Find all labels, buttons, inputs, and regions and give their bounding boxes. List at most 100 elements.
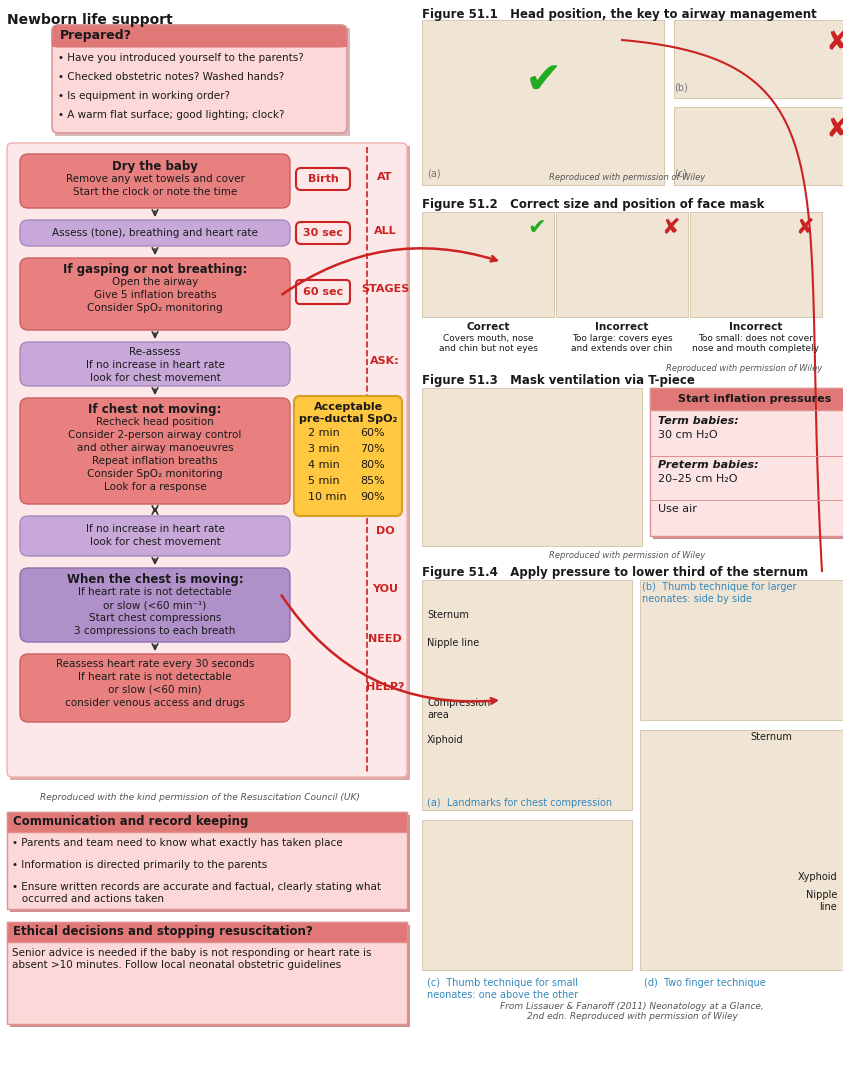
- Bar: [422, 821, 632, 970]
- Text: Compression
area: Compression area: [427, 698, 491, 720]
- Text: If heart rate is not detectable: If heart rate is not detectable: [78, 672, 232, 682]
- FancyBboxPatch shape: [52, 25, 347, 133]
- FancyBboxPatch shape: [296, 168, 350, 190]
- Text: Look for a response: Look for a response: [104, 482, 207, 492]
- Text: Senior advice is needed if the baby is not responding or heart rate is
absent >1: Senior advice is needed if the baby is n…: [12, 948, 372, 970]
- Text: Term babies:: Term babies:: [658, 416, 738, 426]
- Text: Reproduced with the kind permission of the Resuscitation Council (UK): Reproduced with the kind permission of t…: [40, 793, 360, 802]
- Text: • Is equipment in working order?: • Is equipment in working order?: [58, 91, 230, 101]
- Text: Newborn life support: Newborn life support: [7, 13, 173, 27]
- Text: (d)  Two finger technique: (d) Two finger technique: [644, 978, 765, 988]
- Bar: [7, 812, 407, 909]
- Text: Figure 51.3   Mask ventilation via T-piece: Figure 51.3 Mask ventilation via T-piece: [422, 374, 695, 387]
- Text: Reproduced with permission of Wiley: Reproduced with permission of Wiley: [549, 173, 705, 182]
- Text: • A warm flat surface; good lighting; clock?: • A warm flat surface; good lighting; cl…: [58, 110, 284, 120]
- Text: Birth: Birth: [308, 174, 338, 184]
- FancyBboxPatch shape: [20, 154, 290, 208]
- Bar: [650, 388, 843, 410]
- Text: • Ensure written records are accurate and factual, clearly stating what
   occur: • Ensure written records are accurate an…: [12, 882, 381, 903]
- Bar: [653, 391, 843, 539]
- Bar: [640, 580, 843, 720]
- Text: Start inflation pressures: Start inflation pressures: [679, 394, 832, 404]
- Text: Dry the baby: Dry the baby: [112, 160, 198, 173]
- Text: Figure 51.2   Correct size and position of face mask: Figure 51.2 Correct size and position of…: [422, 198, 765, 211]
- Bar: [10, 146, 410, 780]
- Text: or slow (<60 min⁻¹): or slow (<60 min⁻¹): [104, 600, 207, 610]
- Bar: [422, 20, 664, 185]
- Text: 2 min: 2 min: [308, 429, 340, 438]
- Text: (b)  Thumb technique for larger
neonates: side by side: (b) Thumb technique for larger neonates:…: [642, 582, 797, 604]
- FancyBboxPatch shape: [20, 516, 290, 556]
- FancyBboxPatch shape: [296, 280, 350, 304]
- Text: NEED: NEED: [368, 634, 402, 644]
- Text: ✘: ✘: [796, 218, 814, 238]
- Text: 30 cm H₂O: 30 cm H₂O: [658, 430, 717, 440]
- Text: Acceptable: Acceptable: [314, 402, 383, 412]
- Text: pre-ductal SpO₂: pre-ductal SpO₂: [298, 413, 397, 424]
- Text: YOU: YOU: [372, 584, 398, 594]
- Text: Repeat inflation breaths: Repeat inflation breaths: [92, 456, 217, 466]
- Text: • Checked obstetric notes? Washed hands?: • Checked obstetric notes? Washed hands?: [58, 72, 284, 82]
- FancyBboxPatch shape: [20, 258, 290, 330]
- Text: consider venous access and drugs: consider venous access and drugs: [65, 698, 245, 708]
- Bar: [674, 107, 843, 185]
- Bar: [52, 39, 347, 47]
- Bar: [7, 812, 407, 832]
- FancyBboxPatch shape: [20, 398, 290, 504]
- Text: Reassess heart rate every 30 seconds: Reassess heart rate every 30 seconds: [56, 659, 255, 669]
- Text: (a)  Landmarks for chest compression: (a) Landmarks for chest compression: [427, 798, 612, 808]
- Bar: [55, 28, 350, 136]
- Text: 5 min: 5 min: [308, 476, 340, 487]
- Text: Communication and record keeping: Communication and record keeping: [13, 815, 249, 828]
- FancyBboxPatch shape: [20, 568, 290, 642]
- Text: ✘: ✘: [662, 218, 680, 238]
- Text: ✔: ✔: [528, 218, 546, 238]
- Text: Xyphoid: Xyphoid: [797, 872, 837, 882]
- FancyBboxPatch shape: [7, 143, 407, 777]
- Text: HELP?: HELP?: [366, 682, 405, 692]
- Text: (b): (b): [674, 82, 688, 92]
- Text: If heart rate is not detectable: If heart rate is not detectable: [78, 587, 232, 597]
- Text: Too large: covers eyes
and extends over chin: Too large: covers eyes and extends over …: [572, 334, 673, 353]
- Text: If no increase in heart rate: If no increase in heart rate: [85, 524, 224, 534]
- Text: or slow (<60 min): or slow (<60 min): [108, 685, 201, 695]
- Bar: [690, 212, 822, 317]
- Text: Start the clock or note the time: Start the clock or note the time: [72, 187, 237, 197]
- FancyBboxPatch shape: [20, 220, 290, 246]
- Text: 60 sec: 60 sec: [303, 287, 343, 297]
- Text: 3 compressions to each breath: 3 compressions to each breath: [74, 626, 236, 636]
- Text: AT: AT: [378, 172, 393, 182]
- Bar: [556, 212, 688, 317]
- Text: Start chest compressions: Start chest compressions: [89, 613, 221, 623]
- Text: and other airway manoeuvres: and other airway manoeuvres: [77, 442, 234, 453]
- Text: DO: DO: [376, 526, 395, 536]
- Text: If no increase in heart rate: If no increase in heart rate: [85, 360, 224, 371]
- Text: (a): (a): [427, 168, 441, 178]
- Text: ✘: ✘: [826, 115, 843, 143]
- Bar: [674, 20, 843, 98]
- Text: 70%: 70%: [360, 444, 384, 454]
- Text: • Information is directed primarily to the parents: • Information is directed primarily to t…: [12, 860, 267, 870]
- Text: 85%: 85%: [360, 476, 384, 487]
- Bar: [650, 388, 843, 536]
- Bar: [422, 580, 632, 810]
- Bar: [422, 212, 554, 317]
- Bar: [422, 388, 642, 546]
- Text: If chest not moving:: If chest not moving:: [89, 403, 222, 416]
- Bar: [640, 730, 843, 970]
- FancyBboxPatch shape: [20, 342, 290, 386]
- Text: 30 sec: 30 sec: [303, 228, 343, 238]
- Text: Give 5 inflation breaths: Give 5 inflation breaths: [94, 290, 217, 300]
- Text: Preterm babies:: Preterm babies:: [658, 460, 759, 470]
- Text: Assess (tone), breathing and heart rate: Assess (tone), breathing and heart rate: [52, 228, 258, 238]
- Text: • Parents and team need to know what exactly has taken place: • Parents and team need to know what exa…: [12, 838, 342, 848]
- Text: Figure 51.4   Apply pressure to lower third of the sternum: Figure 51.4 Apply pressure to lower thir…: [422, 566, 808, 579]
- Text: Open the airway: Open the airway: [112, 277, 198, 287]
- Text: Remove any wet towels and cover: Remove any wet towels and cover: [66, 174, 244, 184]
- FancyBboxPatch shape: [294, 396, 402, 516]
- Text: Sternum: Sternum: [427, 610, 469, 620]
- Text: Xiphoid: Xiphoid: [427, 735, 464, 745]
- FancyBboxPatch shape: [52, 25, 347, 47]
- Bar: [10, 925, 410, 1027]
- Text: When the chest is moving:: When the chest is moving:: [67, 574, 244, 586]
